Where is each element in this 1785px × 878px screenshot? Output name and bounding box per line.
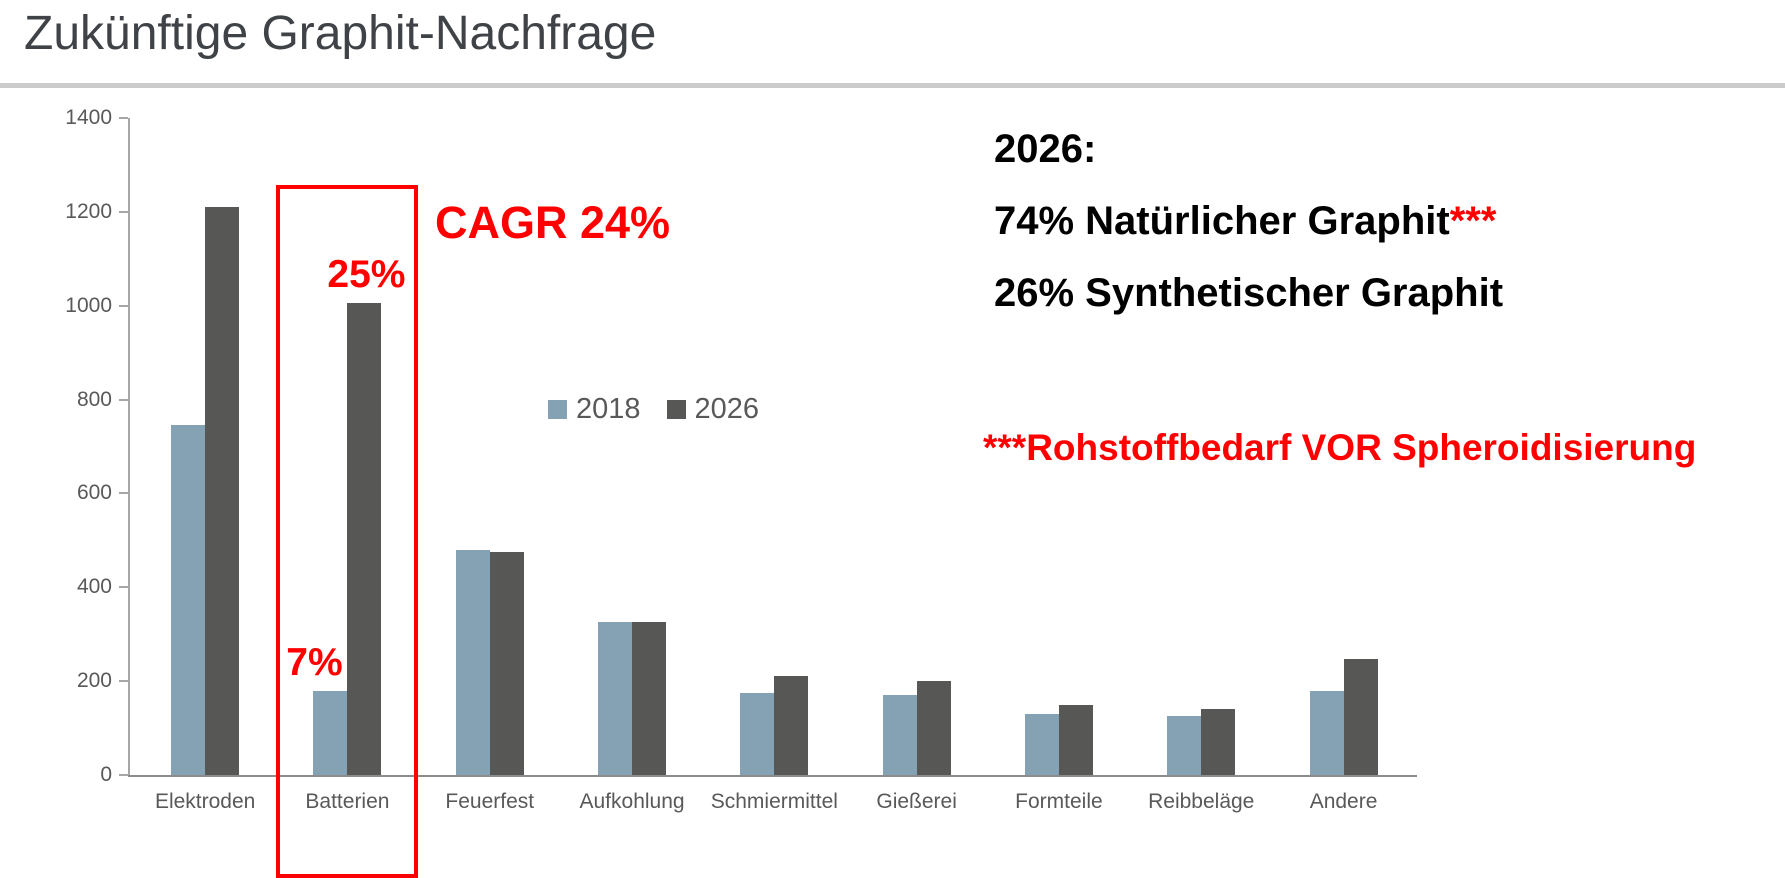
y-axis-tick-label: 1000 <box>65 293 112 317</box>
bar-2018-batterien <box>313 690 348 775</box>
growth-label-2018: 7% <box>286 640 343 684</box>
bar-2026-batterien <box>347 303 382 775</box>
legend-label-2026: 2026 <box>694 393 760 425</box>
y-axis-tick-label: 400 <box>76 575 112 599</box>
x-axis-label-gießerei: Gießerei <box>876 790 957 813</box>
chart-legend: 2018 2026 <box>548 394 759 424</box>
annotation-asterisks: *** <box>1449 199 1497 243</box>
bar-2018-schmiermittel <box>740 692 775 775</box>
x-axis-label-schmiermittel: Schmiermittel <box>710 790 838 813</box>
y-axis-tick-mark <box>119 117 128 119</box>
x-axis-label-reibbeläge: Reibbeläge <box>1148 790 1255 813</box>
bar-2018-aufkohlung <box>598 622 633 775</box>
bar-2026-reibbeläge <box>1201 709 1236 775</box>
bar-2026-formteile <box>1058 704 1093 775</box>
bar-2018-elektroden <box>171 425 206 775</box>
y-axis-tick-label: 200 <box>76 669 112 693</box>
bar-2026-schmiermittel <box>774 676 809 775</box>
x-axis-label-elektroden: Elektroden <box>154 790 256 813</box>
x-axis-label-feuerfest: Feuerfest <box>445 790 535 813</box>
y-axis-tick-mark <box>119 586 128 589</box>
x-axis-label-formteile: Formteile <box>1015 790 1103 813</box>
y-axis-tick-mark <box>119 492 128 495</box>
bar-2026-elektroden <box>205 207 240 775</box>
bar-2018-reibbeläge <box>1167 716 1202 775</box>
x-axis-label-aufkohlung: Aufkohlung <box>579 790 685 813</box>
bar-2018-gießerei <box>882 695 917 775</box>
y-axis-tick-mark <box>119 398 128 401</box>
bar-chart: 0 200 400 600 800 1000 1200 1400 Elektroden Batt… <box>65 106 1417 878</box>
legend-item-2026: 2026 <box>666 393 760 425</box>
bar-2026-feuerfest <box>489 552 524 775</box>
y-axis-tick-label: 800 <box>76 387 112 411</box>
legend-label-2018: 2018 <box>576 393 641 425</box>
y-axis-tick-mark <box>119 210 128 213</box>
legend-item-2018: 2018 <box>548 394 641 424</box>
bar-2026-andere <box>1343 658 1378 775</box>
bar-2018-formteile <box>1024 713 1059 775</box>
footnote: ***Rohstoffbedarf VOR Spheroidisierung <box>983 427 1697 468</box>
bar-2018-feuerfest <box>455 549 490 775</box>
y-axis-tick-mark <box>119 304 128 307</box>
bar-2018-andere <box>1309 690 1344 775</box>
y-axis-tick-label: 1200 <box>65 199 112 223</box>
annotation-natural-graphite: 74% Natürlicher Graphit*** <box>994 200 1496 242</box>
bar-2026-gießerei <box>916 681 951 775</box>
page-title: Zukünftige Graphit-Nachfrage <box>24 7 657 60</box>
y-axis-tick-mark <box>119 774 128 776</box>
cagr-label: CAGR 24% <box>435 197 671 248</box>
legend-swatch-2018 <box>548 399 567 419</box>
x-axis-label-andere: Andere <box>1309 790 1378 813</box>
y-axis-tick-mark <box>119 680 128 683</box>
y-axis-tick-label: 0 <box>100 763 112 786</box>
bar-2026-aufkohlung <box>632 622 667 775</box>
x-axis-line <box>128 775 1417 777</box>
y-axis-line <box>128 118 130 777</box>
title-divider <box>0 83 1785 88</box>
annotation-year: 2026: <box>994 127 1097 171</box>
annotation-synthetic-graphite: 26% Synthetischer Graphit <box>994 271 1504 315</box>
growth-label-2026: 25% <box>327 253 406 297</box>
x-axis-label-batterien: Batterien <box>305 790 390 813</box>
y-axis-tick-label: 600 <box>76 481 112 505</box>
y-axis-tick-label: 1400 <box>65 106 112 129</box>
annotation-natural-text: 74% Natürlicher Graphit <box>994 199 1450 243</box>
legend-swatch-2026 <box>666 399 686 419</box>
